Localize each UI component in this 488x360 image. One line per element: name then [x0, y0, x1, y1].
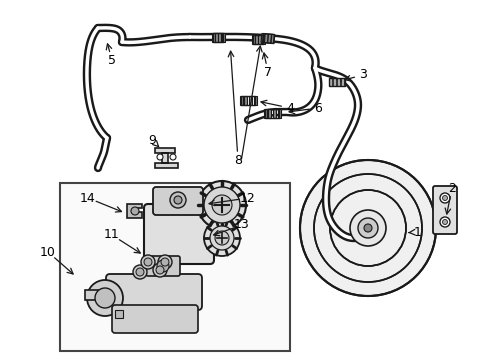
Bar	[267, 34, 271, 43]
Bar	[340, 78, 343, 86]
Bar	[244, 96, 246, 105]
Circle shape	[357, 218, 377, 238]
Bar	[115, 310, 123, 318]
Bar	[261, 33, 264, 43]
Circle shape	[209, 226, 234, 250]
Bar	[336, 78, 339, 86]
Text: 13: 13	[234, 219, 249, 231]
Circle shape	[349, 210, 385, 246]
Text: 11: 11	[104, 229, 120, 242]
FancyBboxPatch shape	[432, 186, 456, 234]
Circle shape	[203, 220, 240, 256]
FancyBboxPatch shape	[143, 204, 214, 264]
Polygon shape	[127, 204, 142, 218]
Text: 2: 2	[447, 181, 455, 194]
Bar	[270, 34, 274, 44]
Bar	[254, 35, 257, 44]
Text: 9: 9	[148, 134, 156, 147]
Circle shape	[141, 255, 155, 269]
Circle shape	[198, 181, 245, 229]
Circle shape	[87, 280, 123, 316]
Circle shape	[170, 192, 185, 208]
Bar	[264, 109, 279, 118]
Bar	[241, 96, 254, 105]
Bar	[261, 35, 264, 44]
Bar	[221, 33, 224, 42]
Bar	[262, 33, 274, 44]
Bar	[263, 109, 266, 118]
Circle shape	[156, 266, 163, 274]
Bar	[264, 34, 267, 43]
Text: 12: 12	[240, 192, 255, 204]
Bar	[252, 35, 263, 44]
Circle shape	[363, 224, 371, 232]
Circle shape	[133, 265, 147, 279]
Circle shape	[170, 154, 176, 160]
Bar	[218, 33, 221, 42]
FancyBboxPatch shape	[106, 274, 202, 310]
Bar	[60, 183, 289, 351]
Bar	[85, 290, 107, 300]
Circle shape	[439, 193, 449, 203]
Bar	[213, 33, 223, 42]
Bar	[214, 33, 217, 42]
Circle shape	[143, 258, 152, 266]
Bar	[239, 96, 242, 105]
Bar	[328, 78, 331, 86]
Circle shape	[174, 196, 182, 204]
Circle shape	[299, 160, 435, 296]
Bar	[258, 35, 261, 44]
Circle shape	[157, 154, 163, 160]
Text: 1: 1	[413, 225, 421, 238]
Text: 3: 3	[358, 68, 366, 81]
Bar	[253, 96, 256, 105]
Bar	[332, 78, 335, 86]
Text: 7: 7	[264, 66, 271, 78]
Circle shape	[95, 288, 115, 308]
Circle shape	[215, 231, 228, 245]
Text: 6: 6	[313, 102, 321, 114]
Circle shape	[157, 260, 169, 272]
Circle shape	[442, 220, 447, 225]
Circle shape	[153, 263, 167, 277]
Text: 10: 10	[40, 246, 56, 258]
Text: 8: 8	[234, 153, 242, 166]
Bar	[251, 35, 254, 44]
Circle shape	[439, 217, 449, 227]
Bar	[211, 33, 214, 42]
FancyBboxPatch shape	[112, 305, 198, 333]
Bar	[248, 96, 251, 105]
Bar	[267, 109, 271, 118]
FancyBboxPatch shape	[146, 256, 180, 276]
Circle shape	[136, 268, 143, 276]
Text: 5: 5	[108, 54, 116, 67]
Circle shape	[212, 195, 231, 215]
FancyBboxPatch shape	[153, 187, 203, 215]
Circle shape	[158, 255, 172, 269]
Polygon shape	[155, 148, 178, 168]
Bar	[272, 109, 275, 118]
Circle shape	[131, 207, 139, 215]
Circle shape	[161, 258, 169, 266]
Text: 14: 14	[80, 192, 96, 204]
Bar	[277, 109, 280, 118]
Circle shape	[442, 195, 447, 201]
Bar	[328, 78, 345, 86]
Text: 4: 4	[285, 102, 293, 114]
Circle shape	[203, 187, 240, 223]
